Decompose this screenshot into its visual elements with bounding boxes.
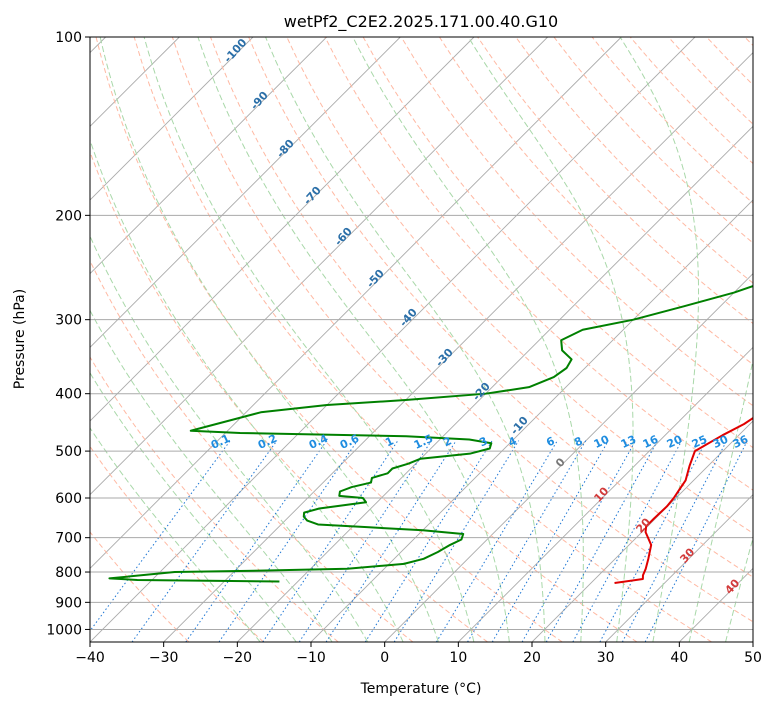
mixing-ratio-value-label: 36 bbox=[731, 433, 751, 451]
dry-adiabat-line bbox=[171, 37, 712, 642]
y-axis: 100 200 300 400 500 600 700 800 900 1000 bbox=[46, 30, 90, 638]
moist-adiabat-line bbox=[688, 358, 753, 642]
dry-adiabat-line bbox=[90, 356, 339, 642]
mixing-ratio-line bbox=[393, 440, 520, 642]
mixing-ratio-line bbox=[491, 440, 609, 642]
moist-adiabat-line bbox=[90, 138, 404, 642]
y-tick-label: 600 bbox=[55, 491, 82, 507]
moist-adiabat-line bbox=[90, 427, 261, 642]
moist-adiabat-line bbox=[99, 37, 439, 642]
moist-adiabat-line bbox=[90, 234, 369, 642]
dry-adiabat-line bbox=[90, 445, 264, 642]
moist-adiabat-line bbox=[265, 37, 546, 642]
dry-adiabat-line bbox=[90, 150, 488, 642]
mixing-ratio-line bbox=[131, 440, 278, 642]
background-lines bbox=[90, 37, 753, 642]
dry-adiabat-line bbox=[90, 531, 190, 642]
chart-title: wetPf2_C2E2.2025.171.00.40.G10 bbox=[284, 12, 558, 32]
mixing-ratio-value-label: 13 bbox=[619, 433, 638, 451]
moist-adiabat-line bbox=[197, 37, 510, 642]
mixing-ratio-line bbox=[185, 440, 328, 642]
isotherm-line bbox=[237, 125, 753, 642]
dry-adiabat-line bbox=[95, 37, 563, 642]
plot-area bbox=[90, 37, 753, 642]
dry-adiabat-line bbox=[439, 37, 753, 366]
x-tick-label: −20 bbox=[223, 650, 253, 666]
y-tick-label: 900 bbox=[55, 595, 82, 611]
x-tick-label: −30 bbox=[149, 650, 179, 666]
mixing-ratio-value-label: 10 bbox=[592, 433, 612, 451]
isotherm-line bbox=[90, 37, 696, 642]
dewpoint-profile-line bbox=[108, 284, 753, 583]
isotherm-line bbox=[531, 420, 753, 642]
moist-adiabat-line bbox=[619, 37, 700, 642]
x-tick-label: 10 bbox=[449, 650, 467, 666]
y-tick-label: 100 bbox=[55, 30, 82, 46]
isotherm-line bbox=[90, 37, 622, 569]
x-axis: −40 −30 −20 −10 0 10 20 30 40 50 bbox=[75, 642, 762, 666]
isotherm-line bbox=[90, 37, 475, 422]
dry-adiabat-line bbox=[400, 37, 753, 407]
y-tick-label: 200 bbox=[55, 208, 82, 224]
mixing-ratio-line bbox=[644, 440, 748, 642]
y-axis-label: Pressure (hPa) bbox=[12, 289, 28, 389]
isotherm-line bbox=[605, 494, 753, 642]
pressure-gridlines bbox=[90, 37, 753, 630]
x-tick-label: 30 bbox=[597, 650, 615, 666]
moist-adiabat-line bbox=[143, 37, 475, 642]
plot-frame bbox=[89, 36, 754, 643]
mixing-ratio-value-label: 20 bbox=[665, 433, 685, 451]
isotherm-line bbox=[90, 37, 327, 275]
dry-adiabat-line bbox=[324, 37, 753, 491]
x-tick-label: −40 bbox=[75, 650, 105, 666]
mixing-ratio-line bbox=[467, 440, 587, 642]
profile-series bbox=[108, 284, 753, 585]
y-tick-label: 1000 bbox=[46, 622, 82, 638]
x-tick-label: 50 bbox=[744, 650, 762, 666]
y-tick-label: 400 bbox=[55, 387, 82, 403]
x-tick-label: 40 bbox=[670, 650, 688, 666]
mixing-ratio-line bbox=[218, 440, 358, 642]
y-tick-label: 700 bbox=[55, 531, 82, 547]
isotherm-line bbox=[384, 273, 753, 642]
mixing-ratio-value-label: 30 bbox=[711, 433, 731, 451]
y-tick-label: 300 bbox=[55, 313, 82, 329]
y-tick-label: 800 bbox=[55, 565, 82, 581]
x-tick-label: −10 bbox=[296, 650, 326, 666]
moist-adiabat-line bbox=[352, 37, 584, 642]
temperature-profile-line bbox=[614, 416, 753, 585]
mixing-ratio-line bbox=[90, 440, 231, 632]
dry-adiabat-line bbox=[248, 37, 753, 578]
isotherm-line bbox=[90, 37, 401, 348]
x-tick-label: 20 bbox=[523, 650, 541, 666]
mixing-ratio-line bbox=[298, 440, 432, 642]
mixing-ratio-value-label: 16 bbox=[641, 433, 661, 451]
mixing-ratio-line bbox=[262, 440, 399, 642]
mixing-ratio-value-label: 25 bbox=[690, 433, 709, 451]
y-tick-label: 500 bbox=[55, 444, 82, 460]
mixing-ratio-line bbox=[521, 440, 637, 642]
mixing-ratio-line bbox=[435, 440, 558, 642]
moist-adiabat-line bbox=[90, 371, 297, 642]
isotherm-line bbox=[90, 37, 548, 496]
x-tick-label: 0 bbox=[380, 650, 389, 666]
isotherm-line bbox=[458, 346, 753, 642]
isotherm-line bbox=[90, 37, 254, 201]
dry-adiabat-line bbox=[133, 37, 638, 642]
isotherm-line bbox=[163, 52, 753, 642]
x-axis-label: Temperature (°C) bbox=[360, 681, 482, 697]
dry-adiabat-line bbox=[515, 37, 753, 284]
dry-adiabat-line bbox=[210, 37, 753, 623]
dry-adiabat-line bbox=[90, 259, 414, 642]
mixing-ratio-line bbox=[621, 440, 728, 642]
